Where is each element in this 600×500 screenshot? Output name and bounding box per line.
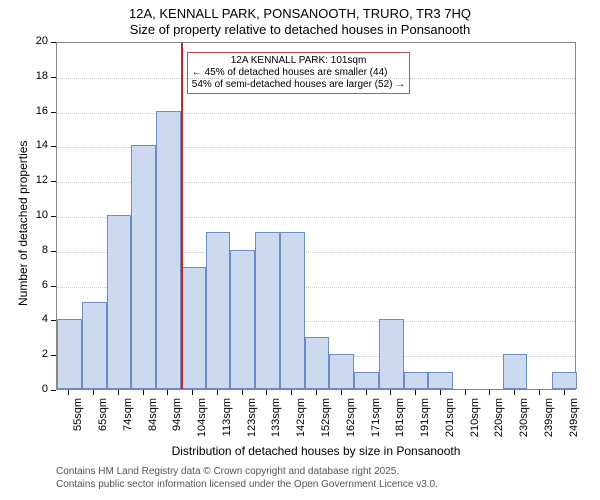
x-tick-label: 239sqm	[543, 398, 555, 448]
histogram-bar	[379, 319, 404, 389]
y-tick-label: 20	[26, 35, 48, 47]
x-tick-label: 104sqm	[196, 398, 208, 448]
x-tick	[564, 390, 565, 395]
y-tick-label: 8	[26, 244, 48, 256]
y-tick	[51, 146, 56, 147]
chart-title: 12A, KENNALL PARK, PONSANOOTH, TRURO, TR…	[0, 0, 600, 39]
x-tick-label: 191sqm	[419, 398, 431, 448]
x-tick-label: 55sqm	[72, 398, 84, 448]
footer-line-2: Contains public sector information licen…	[56, 479, 438, 492]
x-tick	[242, 390, 243, 395]
x-tick	[167, 390, 168, 395]
x-tick-label: 152sqm	[320, 398, 332, 448]
y-tick	[51, 42, 56, 43]
histogram-bar	[280, 232, 305, 389]
x-tick-label: 181sqm	[394, 398, 406, 448]
y-tick	[51, 251, 56, 252]
x-tick-label: 201sqm	[444, 398, 456, 448]
y-tick-label: 14	[26, 139, 48, 151]
histogram-bar	[329, 354, 354, 389]
x-tick	[266, 390, 267, 395]
reference-line	[181, 43, 183, 389]
histogram-bar	[552, 372, 577, 389]
x-tick-label: 249sqm	[568, 398, 580, 448]
x-tick-label: 133sqm	[270, 398, 282, 448]
y-tick-label: 18	[26, 70, 48, 82]
histogram-bar	[206, 232, 231, 389]
x-tick	[93, 390, 94, 395]
annotation-line-3: 54% of semi-detached houses are larger (…	[192, 79, 405, 91]
histogram-bar	[503, 354, 528, 389]
histogram-bar	[404, 372, 429, 389]
x-tick	[341, 390, 342, 395]
x-tick	[390, 390, 391, 395]
x-tick-label: 220sqm	[493, 398, 505, 448]
histogram-bar	[82, 302, 107, 389]
annotation-line-1: 12A KENNALL PARK: 101sqm	[192, 55, 405, 67]
y-tick	[51, 181, 56, 182]
x-tick	[514, 390, 515, 395]
x-tick-label: 171sqm	[370, 398, 382, 448]
y-tick-label: 4	[26, 313, 48, 325]
histogram-bar	[354, 372, 379, 389]
x-tick	[539, 390, 540, 395]
x-tick	[192, 390, 193, 395]
y-tick	[51, 77, 56, 78]
x-tick	[118, 390, 119, 395]
x-tick	[68, 390, 69, 395]
y-tick	[51, 112, 56, 113]
histogram-bar	[156, 111, 181, 389]
histogram-bar	[57, 319, 82, 389]
x-tick-label: 74sqm	[122, 398, 134, 448]
x-tick	[217, 390, 218, 395]
y-tick-label: 10	[26, 209, 48, 221]
x-tick-label: 84sqm	[147, 398, 159, 448]
x-tick-label: 210sqm	[469, 398, 481, 448]
y-tick	[51, 355, 56, 356]
x-tick	[440, 390, 441, 395]
title-line-2: Size of property relative to detached ho…	[0, 22, 600, 38]
histogram-bar	[428, 372, 453, 389]
histogram-bar	[107, 215, 132, 389]
footer-attribution: Contains HM Land Registry data © Crown c…	[56, 466, 438, 491]
x-tick-label: 94sqm	[171, 398, 183, 448]
annotation-line-2: ← 45% of detached houses are smaller (44…	[192, 67, 405, 79]
histogram-bar	[255, 232, 280, 389]
annotation-box: 12A KENNALL PARK: 101sqm← 45% of detache…	[187, 52, 410, 94]
x-tick-label: 113sqm	[221, 398, 233, 448]
histogram-bar	[305, 337, 330, 389]
gridline	[57, 113, 575, 114]
x-tick-label: 230sqm	[518, 398, 530, 448]
x-tick	[465, 390, 466, 395]
x-tick	[489, 390, 490, 395]
x-tick	[316, 390, 317, 395]
y-tick-label: 0	[26, 383, 48, 395]
title-line-1: 12A, KENNALL PARK, PONSANOOTH, TRURO, TR…	[0, 6, 600, 22]
y-tick	[51, 390, 56, 391]
y-tick	[51, 216, 56, 217]
x-tick-label: 162sqm	[345, 398, 357, 448]
x-tick	[291, 390, 292, 395]
y-tick-label: 6	[26, 279, 48, 291]
plot-area: 12A KENNALL PARK: 101sqm← 45% of detache…	[56, 42, 576, 390]
y-tick-label: 12	[26, 174, 48, 186]
y-tick-label: 2	[26, 348, 48, 360]
x-tick-label: 142sqm	[295, 398, 307, 448]
histogram-bar	[131, 145, 156, 389]
x-tick-label: 65sqm	[97, 398, 109, 448]
footer-line-1: Contains HM Land Registry data © Crown c…	[56, 466, 438, 479]
x-tick	[143, 390, 144, 395]
x-tick-label: 123sqm	[246, 398, 258, 448]
x-tick	[415, 390, 416, 395]
y-tick	[51, 286, 56, 287]
histogram-bar	[230, 250, 255, 389]
x-tick	[366, 390, 367, 395]
y-tick	[51, 320, 56, 321]
histogram-bar	[181, 267, 206, 389]
y-tick-label: 16	[26, 105, 48, 117]
chart-container: 12A, KENNALL PARK, PONSANOOTH, TRURO, TR…	[0, 0, 600, 500]
